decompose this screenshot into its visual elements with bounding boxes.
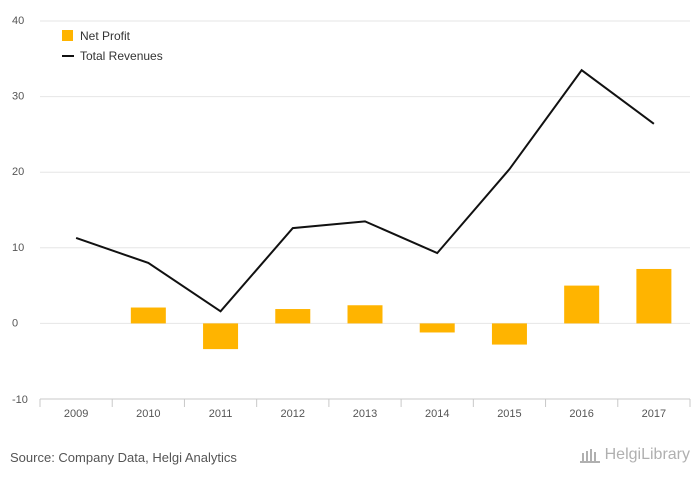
- x-tick-label-2014: 2014: [425, 408, 449, 420]
- logo-text: HelgiLibrary: [604, 446, 690, 463]
- bar-net-profit-2015: [491, 323, 527, 345]
- x-tick-label-2013: 2013: [353, 408, 377, 420]
- y-tick-label-0: 0: [12, 317, 18, 329]
- helgi-library-logo[interactable]: HelgiLibrary: [579, 446, 690, 464]
- source-note: Source: Company Data, Helgi Analytics: [10, 450, 237, 465]
- x-tick-label-2010: 2010: [136, 408, 160, 420]
- x-tick-label-2011: 2011: [209, 408, 233, 420]
- bar-net-profit-2014: [419, 323, 455, 333]
- bar-net-profit-2011: [203, 323, 239, 350]
- x-tick-label-2017: 2017: [642, 408, 666, 420]
- y-tick-label-20: 20: [12, 166, 24, 178]
- line-total-revenues: [75, 68, 655, 313]
- bar-net-profit-2012: [275, 309, 311, 324]
- bar-net-profit-2017: [636, 268, 672, 324]
- bar-net-profit-2016: [564, 285, 600, 324]
- x-tick-label-2009: 2009: [64, 408, 88, 420]
- x-tick-label-2015: 2015: [497, 408, 521, 420]
- y-tick-label-30: 30: [12, 91, 24, 103]
- library-building-icon: [579, 446, 601, 464]
- y-tick-label-10: 10: [12, 242, 24, 254]
- legend-label-total-revenues: Total Revenues: [80, 49, 163, 63]
- legend-label-net-profit: Net Profit: [80, 29, 131, 43]
- x-tick-label-2016: 2016: [569, 408, 593, 420]
- x-tick-label-2012: 2012: [281, 408, 305, 420]
- y-tick-label--10: -10: [12, 394, 28, 406]
- bar-net-profit-2013: [347, 305, 383, 324]
- y-tick-label-40: 40: [12, 15, 24, 27]
- legend-swatch-net-profit: [62, 30, 73, 41]
- bar-net-profit-2010: [130, 307, 166, 324]
